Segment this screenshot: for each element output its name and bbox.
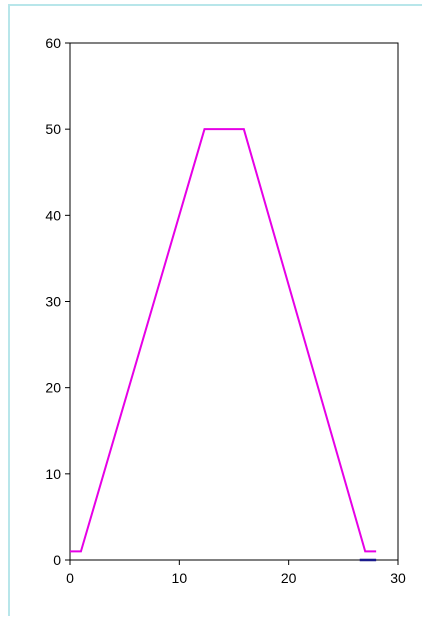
plot-area	[69, 42, 399, 561]
y-tick-label: 30	[45, 294, 61, 310]
y-tick-label: 40	[45, 207, 61, 223]
x-tick-label: 20	[281, 570, 297, 586]
y-tick-label: 0	[53, 552, 61, 568]
y-tick-label: 20	[45, 380, 61, 396]
axis-ticks: 0 10 20 30 40 50 60 0 10 20 30	[45, 35, 406, 586]
x-tick-label: 30	[390, 570, 406, 586]
series-layer	[70, 128, 377, 562]
chart-frame	[8, 4, 422, 616]
series-line-1	[70, 128, 377, 553]
x-tick-label: 0	[66, 570, 74, 586]
y-tick-label: 60	[45, 35, 61, 51]
y-tick-label: 10	[45, 466, 61, 482]
y-tick-label: 50	[45, 121, 61, 137]
x-tick-label: 10	[172, 570, 188, 586]
